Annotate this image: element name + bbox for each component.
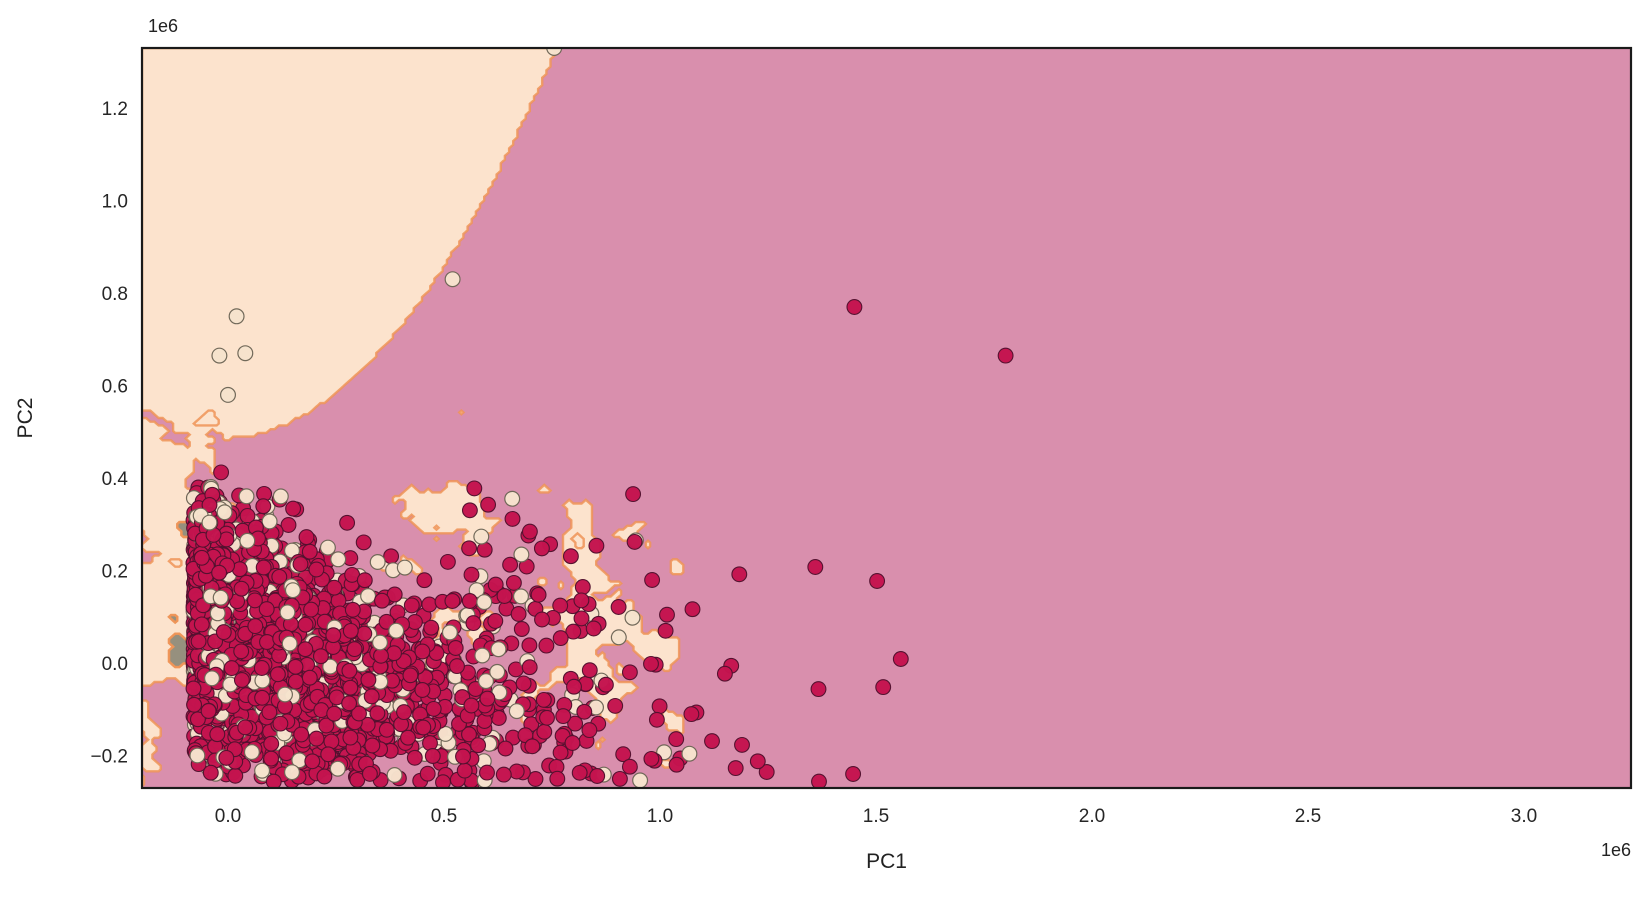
svg-text:2.0: 2.0	[1079, 806, 1105, 827]
svg-text:0.5: 0.5	[431, 806, 457, 827]
svg-text:1.5: 1.5	[863, 806, 889, 827]
svg-text:−0.2: −0.2	[90, 747, 128, 768]
svg-text:PC1: PC1	[866, 850, 907, 873]
svg-text:3.0: 3.0	[1511, 806, 1537, 827]
svg-text:0.4: 0.4	[102, 469, 129, 490]
svg-text:1.0: 1.0	[647, 806, 673, 827]
svg-text:0.6: 0.6	[102, 377, 128, 398]
svg-text:0.0: 0.0	[102, 654, 128, 675]
svg-text:0.0: 0.0	[215, 806, 241, 827]
svg-text:1.2: 1.2	[102, 99, 128, 120]
svg-text:PC2: PC2	[14, 398, 37, 439]
svg-text:0.8: 0.8	[102, 284, 128, 305]
svg-text:1.0: 1.0	[102, 192, 128, 213]
svg-text:2.5: 2.5	[1295, 806, 1321, 827]
svg-text:0.2: 0.2	[102, 562, 128, 583]
svg-text:1e6: 1e6	[1601, 840, 1631, 860]
svg-text:1e6: 1e6	[148, 16, 178, 36]
